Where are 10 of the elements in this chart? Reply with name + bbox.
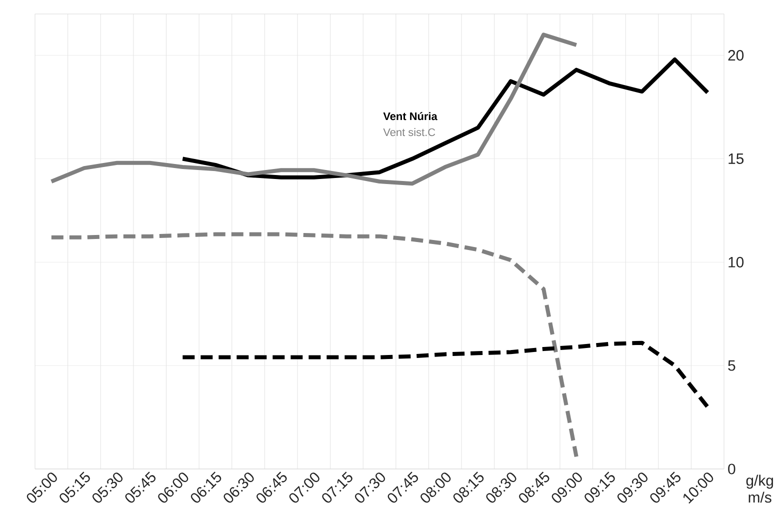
y-axis-title: g/kg m/s <box>746 474 773 503</box>
line-series <box>49 32 578 186</box>
text: Vent sist.C <box>383 128 436 136</box>
y-tick-label: 10 <box>728 256 744 268</box>
y-tick-label: 15 <box>728 154 744 164</box>
text: Vent Núria <box>383 112 438 120</box>
y-tick-label: 5 <box>728 360 736 371</box>
line-series <box>180 57 710 180</box>
y-tick-label: 0 <box>728 464 736 474</box>
y-tick-label: 20 <box>728 50 744 61</box>
